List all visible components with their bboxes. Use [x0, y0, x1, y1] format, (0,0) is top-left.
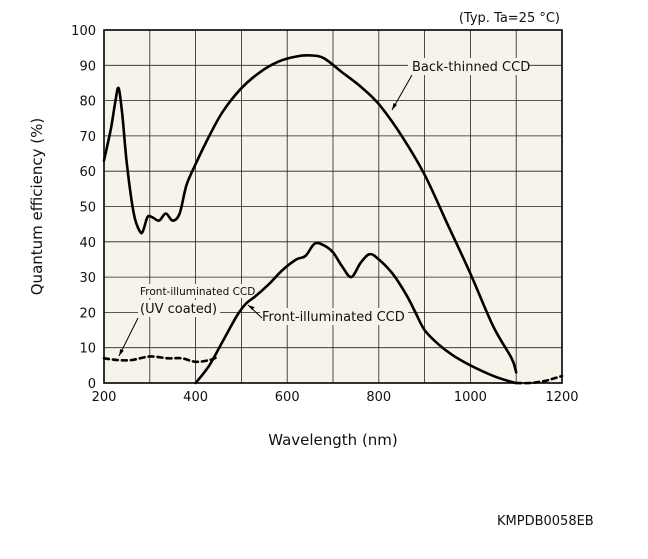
- y-tick-label: 20: [79, 306, 96, 321]
- annotation-uv-coated: (UV coated): [140, 302, 217, 317]
- annotation-bg: [408, 58, 528, 75]
- x-tick-label: 800: [366, 390, 391, 405]
- x-axis-title: Wavelength (nm): [268, 431, 398, 449]
- document-code: KMPDB0058EB: [497, 514, 594, 529]
- y-tick-label: 40: [79, 236, 96, 251]
- plot-frame: [103, 29, 563, 384]
- y-tick-label: 10: [79, 342, 96, 357]
- annotation-arrowhead: [119, 349, 124, 356]
- y-tick-label: 80: [79, 95, 96, 110]
- y-tick-label: 70: [79, 130, 96, 145]
- annotation-front-illuminated-uv-title: Front-illuminated CCD: [140, 286, 255, 298]
- x-tick-label: 1000: [454, 390, 487, 405]
- y-tick-label: 50: [79, 201, 96, 216]
- annotation-arrowhead: [248, 305, 255, 310]
- y-tick-label: 30: [79, 271, 96, 286]
- x-tick-label: 200: [92, 390, 117, 405]
- series-back-thinned-extension: [514, 374, 564, 385]
- y-tick-label: 90: [79, 59, 96, 74]
- series-lines: [102, 53, 564, 385]
- annotation-front-illuminated-ccd: Front-illuminated CCD: [262, 310, 405, 325]
- annotation-bg: [138, 300, 220, 317]
- tick-labels: 200 400 600 800 1000 1200 0 10 20 30 40 50 60 70 80 90 1…: [71, 24, 578, 405]
- y-tick-label: 100: [71, 24, 96, 39]
- annotation-bg: [260, 308, 408, 325]
- annotation-leader: [118, 317, 139, 357]
- y-tick-label: 0: [88, 377, 96, 392]
- series-front-illuminated-ccd: [194, 241, 518, 385]
- annotation-bg: [138, 284, 244, 298]
- y-axis-title: Quantum efficiency (%): [28, 118, 46, 296]
- y-tick-label: 60: [79, 165, 96, 180]
- annotations: Back-thinned CCD Front-illuminated CCD Fro…: [118, 58, 530, 357]
- x-tick-label: 1200: [545, 390, 578, 405]
- annotation-arrowhead: [392, 103, 397, 110]
- series-front-illuminated-uv-coated: [102, 355, 220, 364]
- annotation-back-thinned-ccd: Back-thinned CCD: [412, 60, 530, 75]
- condition-note: (Typ. Ta=25 °C): [459, 11, 560, 26]
- x-tick-label: 400: [183, 390, 208, 405]
- series-back-thinned-ccd: [102, 53, 518, 374]
- x-tick-label: 600: [275, 390, 300, 405]
